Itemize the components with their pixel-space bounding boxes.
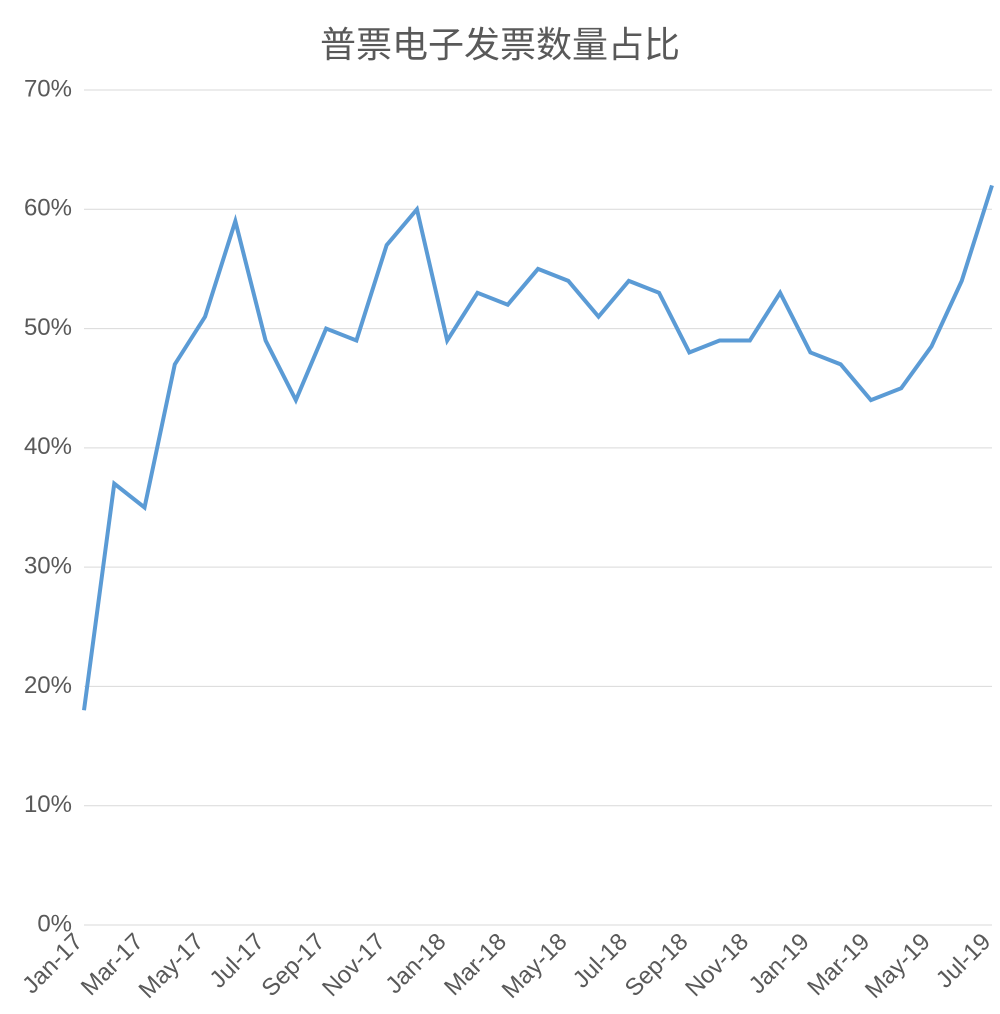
x-axis-tick-label: Nov-17 [317,928,391,1002]
x-axis-tick-label: Jan-19 [744,928,815,999]
x-axis-tick-label: May-17 [134,928,210,1004]
line-chart: 普票电子发票数量占比 0%10%20%30%40%50%60%70%Jan-17… [0,0,1000,1014]
x-axis-tick-label: Nov-18 [680,928,754,1002]
y-axis-tick-label: 20% [24,672,72,699]
x-axis-tick-label: Jan-18 [380,928,451,999]
x-axis-tick-label: Jul-19 [931,928,996,993]
y-axis-tick-label: 40% [24,433,72,460]
x-axis-tick-label: May-19 [860,928,936,1004]
x-axis-tick-label: Sep-17 [257,928,331,1002]
x-axis-tick-label: May-18 [497,928,573,1004]
x-axis-tick-label: Jan-17 [17,928,88,999]
y-axis-tick-label: 10% [24,791,72,818]
chart-plot-area: 0%10%20%30%40%50%60%70%Jan-17Mar-17May-1… [0,0,1000,1014]
y-axis-tick-label: 50% [24,314,72,341]
y-axis-tick-label: 70% [24,75,72,102]
y-axis-tick-label: 60% [24,195,72,222]
x-axis-tick-label: Sep-18 [620,928,694,1002]
y-axis-tick-label: 30% [24,552,72,579]
